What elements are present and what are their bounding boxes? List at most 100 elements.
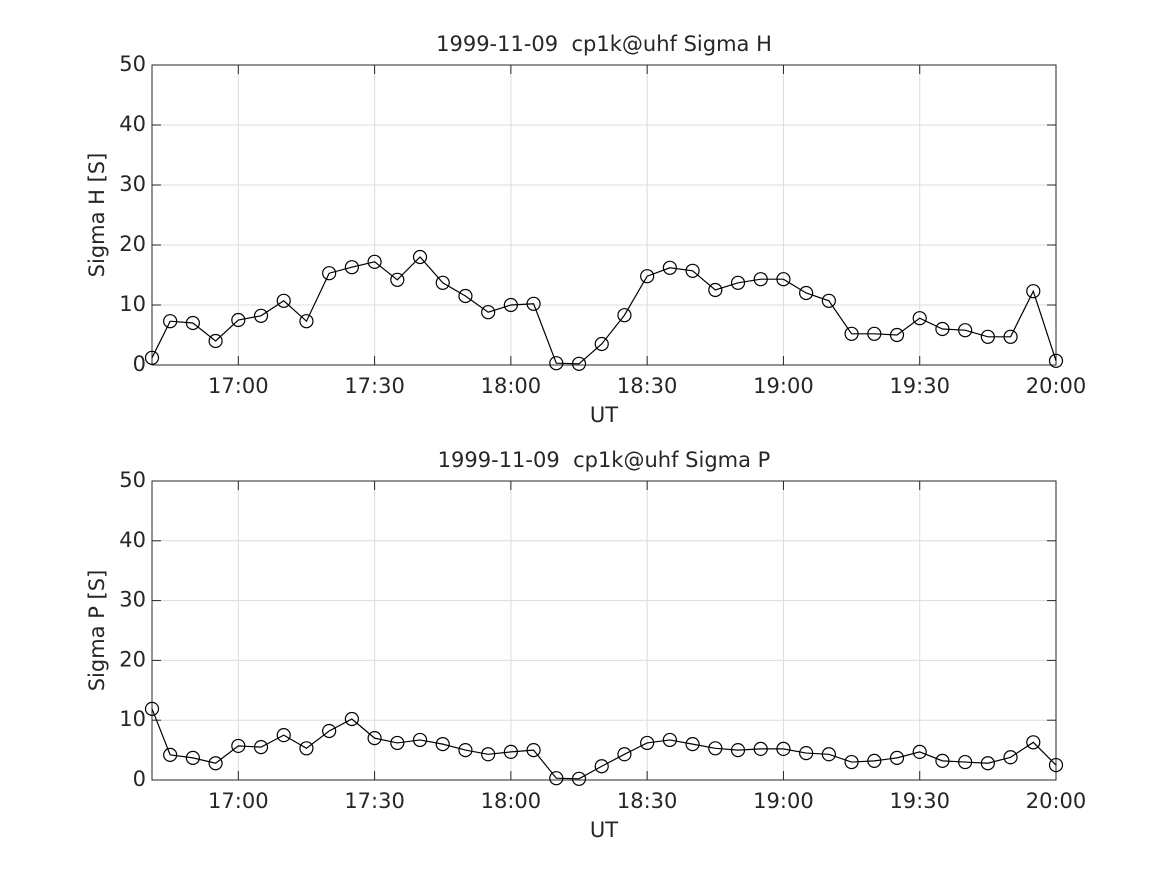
x-tick-label: 19:30 [889,789,950,813]
marker [1003,329,1018,344]
y-tick-label: 50 [119,468,146,492]
y-axis-label: Sigma H [S] [85,153,109,278]
marker [980,329,995,344]
x-tick-label: 19:30 [889,374,950,398]
marker [685,737,700,752]
marker [299,314,314,329]
x-tick-label: 19:00 [753,374,814,398]
marker [1026,735,1041,750]
marker [163,747,178,762]
marker [640,269,655,284]
x-tick-label: 17:00 [208,789,269,813]
x-tick-label: 18:30 [617,789,678,813]
marker [144,701,160,716]
marker [481,305,496,320]
marker [935,753,950,768]
marker [549,356,564,371]
marker [821,747,836,762]
marker [1026,284,1041,299]
marker [799,745,814,761]
marker [867,753,882,768]
marker [276,728,291,743]
marker [503,744,518,759]
marker [889,327,905,343]
marker [594,759,609,774]
y-tick-label: 40 [119,528,146,552]
marker [685,263,700,278]
marker [390,272,405,287]
marker [980,756,995,771]
marker [458,288,473,304]
chart-title: 1999-11-09 cp1k@uhf Sigma P [438,448,771,472]
x-tick-label: 18:00 [481,374,542,398]
marker [730,742,746,758]
y-tick-label: 50 [119,52,146,76]
marker [617,308,632,323]
marker [526,742,541,758]
chart-title: 1999-11-09 cp1k@uhf Sigma H [436,32,772,56]
marker [367,731,382,746]
marker [708,282,723,298]
subplot: 17:00 17:30 18:00 18:30 19:00 19:30 20:00 0 10 20… [85,32,1086,427]
x-tick-label: 17:00 [208,374,269,398]
subplot: 17:00 17:30 18:00 18:30 19:00 19:30 20:00 0 10 20… [85,448,1086,842]
marker [390,735,405,751]
y-tick-label: 20 [119,647,146,671]
axes-box [151,480,1057,781]
plot-area [152,481,1056,780]
line [151,256,1057,365]
marker [753,272,768,287]
axes-box [151,64,1057,366]
marker [935,321,950,337]
marker [753,741,768,757]
marker [776,741,791,757]
marker [458,742,473,758]
marker [253,308,269,323]
marker [958,323,973,338]
y-tick-label: 10 [119,292,146,316]
y-tick-label: 20 [119,232,146,256]
x-tick-label: 19:00 [753,789,814,813]
y-tick-label: 30 [119,588,146,612]
marker [299,741,314,756]
marker [276,293,291,308]
x-tick-label: 18:00 [481,789,542,813]
y-tick-label: 0 [133,767,146,791]
marker [708,741,723,756]
marker [844,754,859,770]
marker [435,737,450,752]
marker [776,272,791,287]
marker [571,356,587,371]
marker [231,312,246,328]
x-axis-label: UT [590,818,618,842]
marker [821,293,836,308]
marker [640,735,655,751]
marker [481,747,496,762]
marker [344,711,359,727]
x-tick-label: 20:00 [1026,789,1087,813]
marker [799,285,814,301]
y-tick-label: 10 [119,707,146,731]
marker [163,314,178,329]
marker [549,771,564,786]
marker [412,249,428,265]
marker [958,754,973,770]
marker [412,732,428,748]
marker [662,732,677,748]
marker [594,336,609,352]
y-tick-label: 30 [119,172,146,196]
marker [1048,757,1064,773]
y-axis-label: Sigma P [S] [85,570,109,692]
marker [144,350,160,365]
marker [1003,750,1018,765]
marker [526,296,541,311]
marker [730,275,746,290]
y-tick-label: 40 [119,112,146,136]
marker [185,315,200,331]
marker [662,260,677,275]
marker [344,260,359,275]
marker [253,740,269,755]
x-tick-label: 17:30 [344,374,405,398]
marker [617,747,632,762]
